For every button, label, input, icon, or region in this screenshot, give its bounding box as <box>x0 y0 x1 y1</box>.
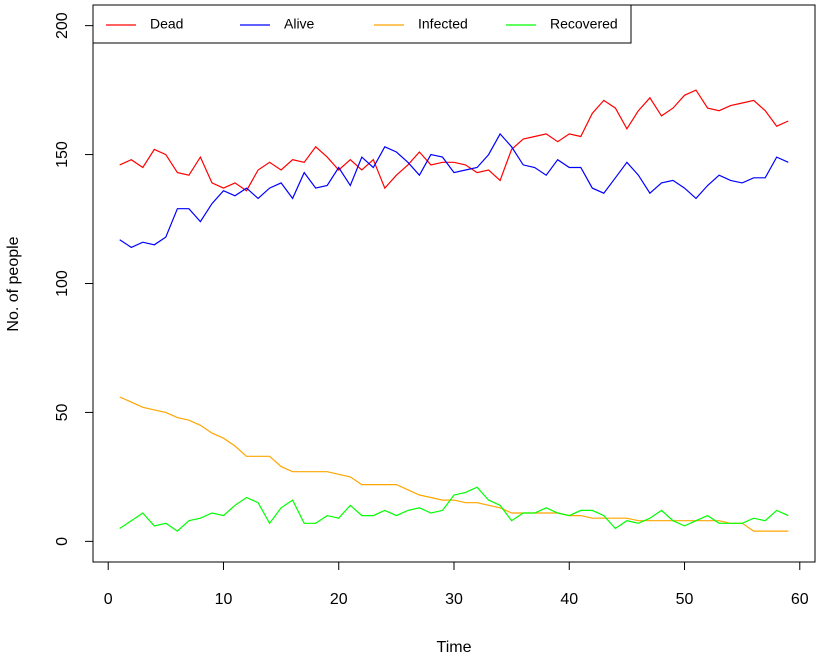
x-tick-label: 30 <box>445 591 463 608</box>
y-tick-label: 150 <box>54 141 71 168</box>
x-axis-label: Time <box>437 639 472 656</box>
y-tick-label: 0 <box>54 537 71 546</box>
legend-box <box>92 4 632 44</box>
legend: Dead Alive Infected Recovered <box>92 4 632 44</box>
series-line <box>119 396 789 532</box>
y-tick-label: 200 <box>54 12 71 39</box>
series-line <box>119 132 789 249</box>
x-tick-label: 0 <box>104 591 113 608</box>
series-line <box>119 89 789 192</box>
x-tick-label: 50 <box>676 591 694 608</box>
x-tick-label: 10 <box>215 591 233 608</box>
series-line <box>119 486 789 532</box>
legend-label: Infected <box>418 16 468 32</box>
legend-label: Alive <box>284 16 315 32</box>
plot-box <box>92 4 816 563</box>
y-tick-label: 50 <box>54 403 71 421</box>
x-tick-label: 20 <box>330 591 348 608</box>
x-tick-label: 40 <box>560 591 578 608</box>
y-axis-label: No. of people <box>5 236 22 331</box>
x-tick-label: 60 <box>791 591 809 608</box>
y-tick-label: 100 <box>54 270 71 297</box>
legend-label: Recovered <box>550 16 618 32</box>
legend-label: Dead <box>150 16 183 32</box>
